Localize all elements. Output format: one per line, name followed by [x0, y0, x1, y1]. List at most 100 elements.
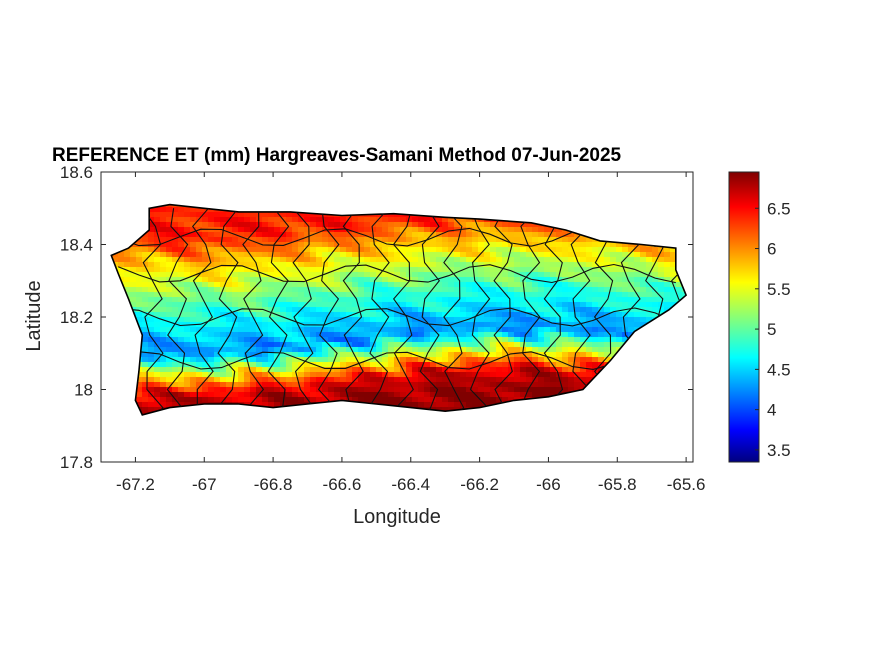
heatmap-cell: [262, 372, 269, 378]
heatmap-cell: [580, 287, 587, 293]
heatmap-cell: [604, 282, 611, 288]
heatmap-cell: [286, 402, 293, 408]
heatmap-cell: [574, 372, 581, 378]
heatmap-cell: [340, 312, 347, 318]
heatmap-cell: [202, 287, 209, 293]
heatmap-cell: [352, 272, 359, 278]
heatmap-cell: [370, 247, 377, 253]
heatmap-cell: [460, 367, 467, 373]
heatmap-cell: [538, 377, 545, 383]
heatmap-cell: [556, 282, 563, 288]
heatmap-cell: [514, 232, 521, 238]
heatmap-cell: [610, 292, 617, 298]
heatmap-cell: [586, 327, 593, 333]
heatmap-cell: [238, 322, 245, 328]
heatmap-cell: [514, 382, 521, 388]
heatmap-cell: [652, 272, 659, 278]
heatmap-cell: [172, 402, 179, 408]
heatmap-cell: [196, 297, 203, 303]
heatmap-cell: [184, 352, 191, 358]
heatmap-cell: [556, 367, 563, 373]
municipality-boundary: [117, 263, 676, 284]
heatmap-cell: [148, 372, 155, 378]
heatmap-cell: [154, 347, 161, 353]
heatmap-cell: [184, 252, 191, 258]
heatmap-cell: [412, 257, 419, 263]
heatmap-cell: [310, 332, 317, 338]
heatmap-cell: [358, 302, 365, 308]
heatmap-cell: [232, 277, 239, 283]
heatmap-cell: [376, 282, 383, 288]
heatmap-cell: [328, 267, 335, 273]
heatmap-cell: [406, 387, 413, 393]
heatmap-cell: [544, 372, 551, 378]
heatmap-cell: [562, 357, 569, 363]
heatmap-cell: [256, 237, 263, 243]
heatmap-cell: [532, 362, 539, 368]
heatmap-cell: [202, 362, 209, 368]
heatmap-cell: [148, 227, 155, 233]
heatmap-cell: [148, 287, 155, 293]
heatmap-cell: [220, 372, 227, 378]
heatmap-cell: [502, 387, 509, 393]
heatmap-cell: [394, 402, 401, 408]
heatmap-cell: [286, 322, 293, 328]
heatmap-cell: [490, 377, 497, 383]
heatmap-cell: [274, 212, 281, 218]
heatmap-cell: [346, 352, 353, 358]
heatmap-cell: [670, 292, 677, 298]
municipality-boundary: [267, 207, 290, 415]
heatmap-cell: [382, 302, 389, 308]
heatmap-cell: [586, 367, 593, 373]
heatmap-cell: [238, 397, 245, 403]
heatmap-cell: [292, 222, 299, 228]
heatmap-cell: [148, 267, 155, 273]
heatmap-cell: [172, 342, 179, 348]
heatmap-cell: [394, 282, 401, 288]
heatmap-cell: [190, 377, 197, 383]
heatmap-cell: [292, 322, 299, 328]
heatmap-cell: [424, 272, 431, 278]
heatmap-cell: [460, 297, 467, 303]
heatmap-cell: [532, 287, 539, 293]
heatmap-cell: [208, 372, 215, 378]
heatmap-cell: [364, 387, 371, 393]
heatmap-cell: [328, 217, 335, 223]
heatmap-cell: [376, 342, 383, 348]
heatmap-cell: [436, 307, 443, 313]
municipality-boundary: [191, 207, 214, 415]
heatmap-cell: [340, 237, 347, 243]
heatmap-cell: [166, 247, 173, 253]
heatmap-cell: [388, 352, 395, 358]
heatmap-cell: [190, 362, 197, 368]
heatmap-cell: [406, 332, 413, 338]
heatmap-cell: [484, 362, 491, 368]
heatmap-cell: [268, 402, 275, 408]
heatmap-cell: [268, 237, 275, 243]
heatmap-cell: [514, 387, 521, 393]
heatmap-cell: [274, 307, 281, 313]
heatmap-cell: [634, 287, 641, 293]
heatmap-cell: [466, 287, 473, 293]
heatmap-cell: [508, 242, 515, 248]
heatmap-cell: [160, 277, 167, 283]
heatmap-cell: [310, 327, 317, 333]
heatmap-cell: [400, 242, 407, 248]
heatmap-cell: [484, 297, 491, 303]
heatmap-cell: [466, 242, 473, 248]
heatmap-cell: [538, 342, 545, 348]
heatmap-cell: [214, 372, 221, 378]
heatmap-cell: [454, 277, 461, 283]
heatmap-cell: [124, 247, 131, 253]
heatmap-cell: [508, 297, 515, 303]
heatmap-cell: [532, 382, 539, 388]
heatmap-cell: [592, 252, 599, 258]
heatmap-cell: [472, 282, 479, 288]
heatmap-cell: [214, 272, 221, 278]
heatmap-cell: [370, 332, 377, 338]
heatmap-cell: [454, 362, 461, 368]
heatmap-cell: [526, 277, 533, 283]
heatmap-cell: [424, 367, 431, 373]
heatmap-cell: [160, 232, 167, 238]
heatmap-cell: [190, 382, 197, 388]
